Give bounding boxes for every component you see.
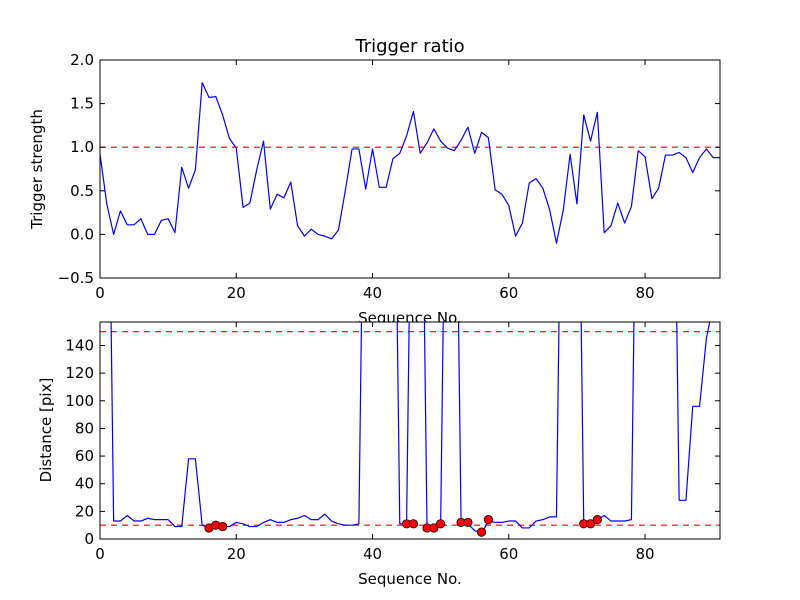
data-marker — [463, 517, 473, 528]
data-marker — [592, 515, 602, 525]
y-tick-label: 100 — [65, 392, 94, 410]
y-tick-label: 140 — [65, 336, 94, 354]
x-tick-label: 20 — [227, 545, 246, 563]
y-tick-label: 0.5 — [70, 182, 94, 200]
y-tick-label: 20 — [75, 502, 94, 520]
data-marker — [429, 523, 439, 533]
y-tick-label: 2.0 — [70, 51, 94, 69]
y-axis-label-top: Trigger strength — [28, 109, 46, 230]
x-tick-label: 60 — [499, 545, 518, 563]
y-tick-label: −0.5 — [58, 269, 94, 287]
x-tick-label: 40 — [363, 545, 382, 563]
y-tick-label: 60 — [75, 447, 94, 465]
plot-area-bottom — [100, 322, 720, 539]
data-marker — [436, 519, 446, 529]
distance-chart: 0 20 40 60 80 0 20 40 60 80 100 120 140 Sequence No… — [37, 321, 721, 588]
x-tick-label: 0 — [95, 545, 105, 563]
data-marker — [585, 519, 596, 529]
x-tick-label: 0 — [95, 284, 105, 302]
y-tick-label: 0 — [84, 530, 94, 548]
x-axis-label-bottom: Sequence No. — [358, 570, 462, 588]
y-tick-label: 40 — [75, 475, 94, 493]
x-tick-label: 80 — [636, 284, 655, 302]
y-tick-label: 0.0 — [70, 225, 94, 243]
data-marker — [408, 519, 419, 529]
axes-frame-top — [99, 59, 721, 279]
y-tick-label: 1.5 — [70, 95, 94, 113]
y-tick-label: 80 — [75, 419, 94, 437]
x-tick-label: 60 — [499, 284, 518, 302]
y-tick-label: 1.0 — [70, 138, 94, 156]
x-tick-label: 80 — [636, 545, 655, 563]
data-marker — [218, 521, 228, 532]
x-tick-label: 40 — [363, 284, 382, 302]
x-tick-label: 20 — [227, 284, 246, 302]
plot-area-top — [100, 60, 720, 278]
chart-title: Trigger ratio — [354, 36, 464, 57]
data-marker — [476, 527, 487, 537]
data-marker — [483, 515, 493, 525]
axes-frame-bottom — [99, 321, 721, 540]
series-line — [100, 82, 720, 244]
trigger-ratio-chart: Trigger ratio 0 20 40 60 80 −0.5 0.0 0.5 1.0 1.5… — [28, 36, 721, 327]
y-axis-label-bottom: Distance [pix] — [37, 378, 55, 483]
y-tick-label: 120 — [65, 364, 94, 382]
